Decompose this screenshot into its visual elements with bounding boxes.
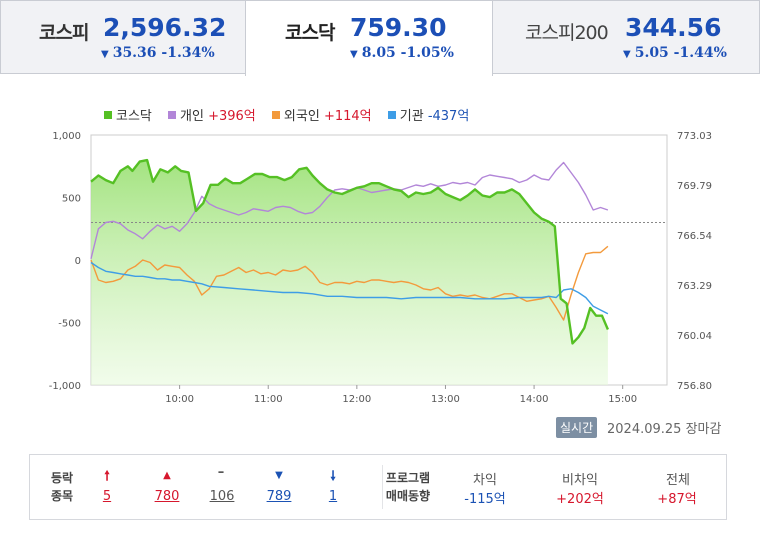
- tab-kospi-change: ▼ 35.36 -1.34%: [101, 45, 215, 61]
- x-tick-label: 12:00: [342, 394, 371, 405]
- legend-kosdaq[interactable]: 코스닥: [104, 105, 152, 124]
- intraday-chart: 1,000 500 0 -500 -1,000 773.03 769.79 766.54 763…: [49, 131, 712, 405]
- tab-kospi200-name: 코스피200: [525, 22, 609, 44]
- lower-limit-count[interactable]: 1: [328, 489, 338, 504]
- tab-kospi-name: 코스피: [39, 22, 89, 44]
- tab-kosdaq-change: ▼ 8.05 -1.05%: [350, 45, 454, 61]
- down-triangle-icon: ▼: [275, 470, 283, 481]
- panel-divider: [382, 465, 383, 509]
- y-left-tick-label: -1,000: [49, 381, 81, 392]
- tab-kospi[interactable]: 코스피 2,596.32 ▼ 35.36 -1.34%: [0, 0, 246, 74]
- y-right-tick-label: 769.79: [677, 181, 712, 192]
- legend-institution[interactable]: 기관 -437억: [387, 105, 470, 124]
- kosdaq-line: [90, 158, 610, 345]
- arbitrage-value: -115억: [464, 492, 506, 507]
- y-left-tick-label: -500: [58, 319, 81, 330]
- index-tabs: 코스피 2,596.32 ▼ 35.36 -1.34% 코스닥 759.30 ▼ 8…: [0, 0, 760, 76]
- upper-limit-count[interactable]: 5: [102, 489, 112, 504]
- legend-swatch-individual: [168, 111, 177, 119]
- y-right-tick-label: 763.29: [677, 281, 712, 292]
- last-updated: 2024.09.25 장마감: [607, 422, 722, 437]
- market-breadth-panel: 등락 종목 🠕 5 ▲ 780 – 106 ▼ 789 🠗 1 프로그램 매매동향 …: [29, 454, 727, 520]
- institution-line: [90, 261, 609, 315]
- x-tick-label: 11:00: [254, 394, 283, 405]
- down-triangle-icon: ▼: [623, 49, 631, 60]
- legend-swatch-foreign: [271, 111, 280, 119]
- total-label: 전체: [666, 473, 690, 488]
- non-arbitrage-value: +202억: [556, 492, 604, 507]
- total-value: +87억: [657, 492, 697, 507]
- upper-limit-icon: 🠕: [104, 469, 110, 484]
- tab-kosdaq-name: 코스닥: [285, 22, 335, 44]
- lower-limit-icon: 🠗: [330, 469, 336, 484]
- legend-institution-value: -437억: [427, 109, 470, 124]
- y-right-tick-label: 760.04: [677, 331, 712, 342]
- legend-swatch-institution: [387, 111, 396, 119]
- up-count[interactable]: 780: [154, 489, 180, 504]
- kosdaq-area: [91, 160, 608, 385]
- y-left-tick-label: 0: [75, 256, 81, 267]
- program-trading-label: 프로그램 매매동향: [385, 471, 431, 503]
- x-tick-label: 13:00: [431, 394, 460, 405]
- arbitrage-label: 차익: [473, 473, 497, 488]
- legend-foreign-value: +114억: [323, 109, 372, 124]
- flat-dash-icon: –: [217, 465, 225, 480]
- flat-count[interactable]: 106: [209, 489, 235, 504]
- tab-kospi200[interactable]: 코스피200 344.56 ▼ 5.05 -1.44%: [492, 0, 760, 74]
- chart-legend: 코스닥 개인 +396억 외국인 +114억 기관 -437억: [104, 105, 481, 124]
- legend-swatch-kosdaq: [104, 111, 112, 119]
- x-tick-label: 10:00: [165, 394, 194, 405]
- up-triangle-icon: ▲: [163, 470, 171, 481]
- x-tick-label: 14:00: [520, 394, 549, 405]
- tab-kospi200-change: ▼ 5.05 -1.44%: [623, 45, 727, 61]
- y-right-tick-label: 756.80: [677, 381, 712, 392]
- tab-kospi200-value: 344.56: [625, 13, 722, 42]
- foreign-line: [90, 245, 609, 321]
- tab-kosdaq-value: 759.30: [350, 13, 447, 42]
- legend-foreign[interactable]: 외국인 +114억: [271, 105, 372, 124]
- y-right-tick-label: 766.54: [677, 231, 712, 242]
- non-arbitrage-label: 비차익: [562, 473, 598, 488]
- legend-individual[interactable]: 개인 +396억: [168, 105, 256, 124]
- y-left-tick-label: 1,000: [52, 131, 81, 142]
- legend-individual-value: +396억: [208, 109, 256, 124]
- down-triangle-icon: ▼: [101, 49, 109, 60]
- tab-kospi-value: 2,596.32: [103, 13, 227, 42]
- x-tick-label: 15:00: [608, 394, 637, 405]
- down-count[interactable]: 789: [266, 489, 292, 504]
- breadth-label: 등락 종목: [50, 471, 74, 503]
- realtime-badge[interactable]: 실시간: [556, 417, 598, 438]
- tab-kosdaq[interactable]: 코스닥 759.30 ▼ 8.05 -1.05%: [245, 0, 493, 76]
- y-left-tick-label: 500: [62, 194, 81, 205]
- y-right-tick-label: 773.03: [677, 131, 712, 142]
- down-triangle-icon: ▼: [350, 49, 358, 60]
